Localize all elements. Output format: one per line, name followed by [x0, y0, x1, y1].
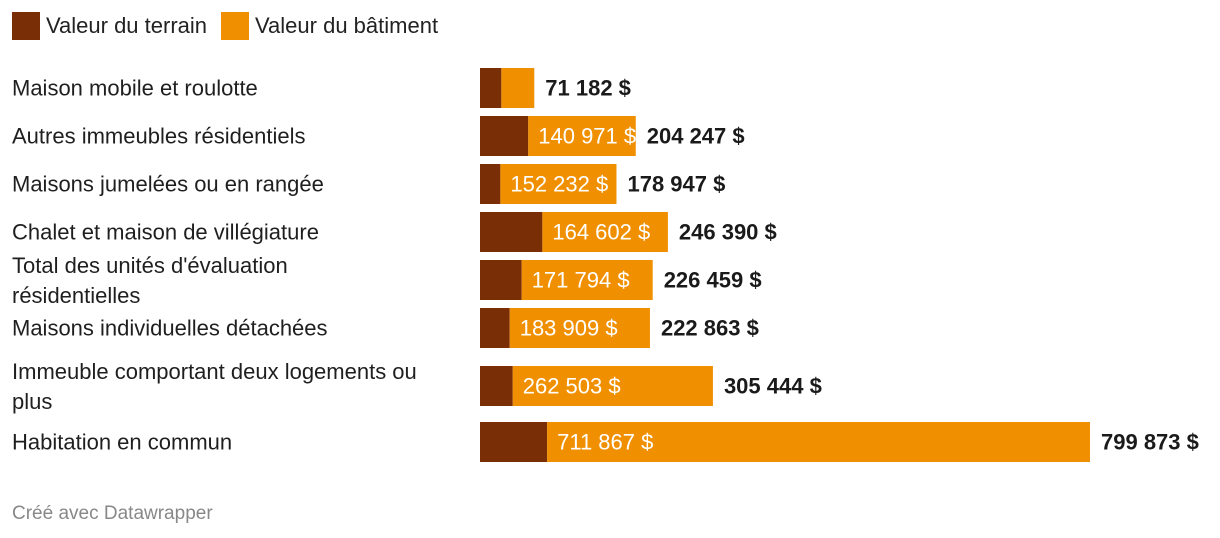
category-label: Autres immeubles résidentiels — [12, 124, 305, 149]
bar-value-label: 262 503 $ — [523, 374, 621, 399]
legend-item-terrain: Valeur du terrain — [12, 12, 207, 40]
total-value-label: 71 182 $ — [545, 76, 631, 101]
total-value-label: 246 390 $ — [679, 220, 777, 245]
category-label: Maison mobile et roulotte — [12, 76, 258, 101]
bar-terrain — [480, 260, 522, 300]
total-value-label: 204 247 $ — [647, 124, 745, 149]
category-label: Immeuble comportant deux logements ou plu… — [12, 359, 417, 414]
legend-swatch-batiment — [221, 12, 250, 40]
bar-value-label: 140 971 $ — [538, 124, 636, 149]
bar-value-label: 164 602 $ — [552, 220, 650, 245]
bar-terrain — [480, 116, 529, 156]
bar-terrain — [480, 308, 510, 348]
bar-terrain — [480, 366, 513, 406]
category-label: Maisons jumelées ou en rangée — [12, 172, 324, 197]
bar-batiment — [509, 308, 650, 348]
category-label: Maisons individuelles détachées — [12, 316, 328, 341]
legend-item-batiment: Valeur du bâtiment — [221, 12, 438, 40]
total-value-label: 226 459 $ — [664, 268, 762, 293]
legend-label-batiment: Valeur du bâtiment — [255, 13, 439, 38]
category-label-line: plus — [12, 389, 52, 414]
bar-value-label: 711 867 $ — [557, 430, 653, 455]
category-label-line: Total des unités d'évaluation — [12, 253, 288, 278]
bar-value-label: 171 794 $ — [532, 268, 630, 293]
total-value-label: 799 873 $ — [1101, 430, 1199, 455]
total-value-label: 178 947 $ — [627, 172, 725, 197]
footer-credit: Créé avec Datawrapper — [12, 503, 213, 524]
bar-batiment — [547, 422, 1090, 462]
bar-value-label: 152 232 $ — [510, 172, 608, 197]
legend-swatch-terrain — [12, 12, 40, 40]
bar-batiment — [512, 366, 713, 406]
bar-batiment — [528, 116, 636, 156]
bar-batiment — [542, 212, 668, 252]
bar-value-label: 183 909 $ — [520, 316, 618, 341]
legend-label-terrain: Valeur du terrain — [46, 13, 208, 38]
bar-terrain — [480, 68, 502, 108]
bar-batiment — [521, 260, 653, 300]
total-value-label: 305 444 $ — [724, 374, 822, 399]
total-value-label: 222 863 $ — [661, 316, 759, 341]
category-label: Total des unités d'évaluation résidentiel… — [12, 253, 288, 308]
category-label: Habitation en commun — [12, 430, 232, 455]
category-label-line: résidentielles — [12, 283, 140, 308]
legend: Valeur du terrain Valeur du bâtiment — [12, 12, 452, 40]
bar-batiment — [500, 164, 617, 204]
bar-batiment — [501, 68, 535, 108]
bar-terrain — [480, 212, 543, 252]
bar-terrain — [480, 164, 501, 204]
category-label: Chalet et maison de villégiature — [12, 220, 319, 245]
bar-terrain — [480, 422, 548, 462]
category-label-line: Immeuble comportant deux logements ou — [12, 359, 417, 384]
